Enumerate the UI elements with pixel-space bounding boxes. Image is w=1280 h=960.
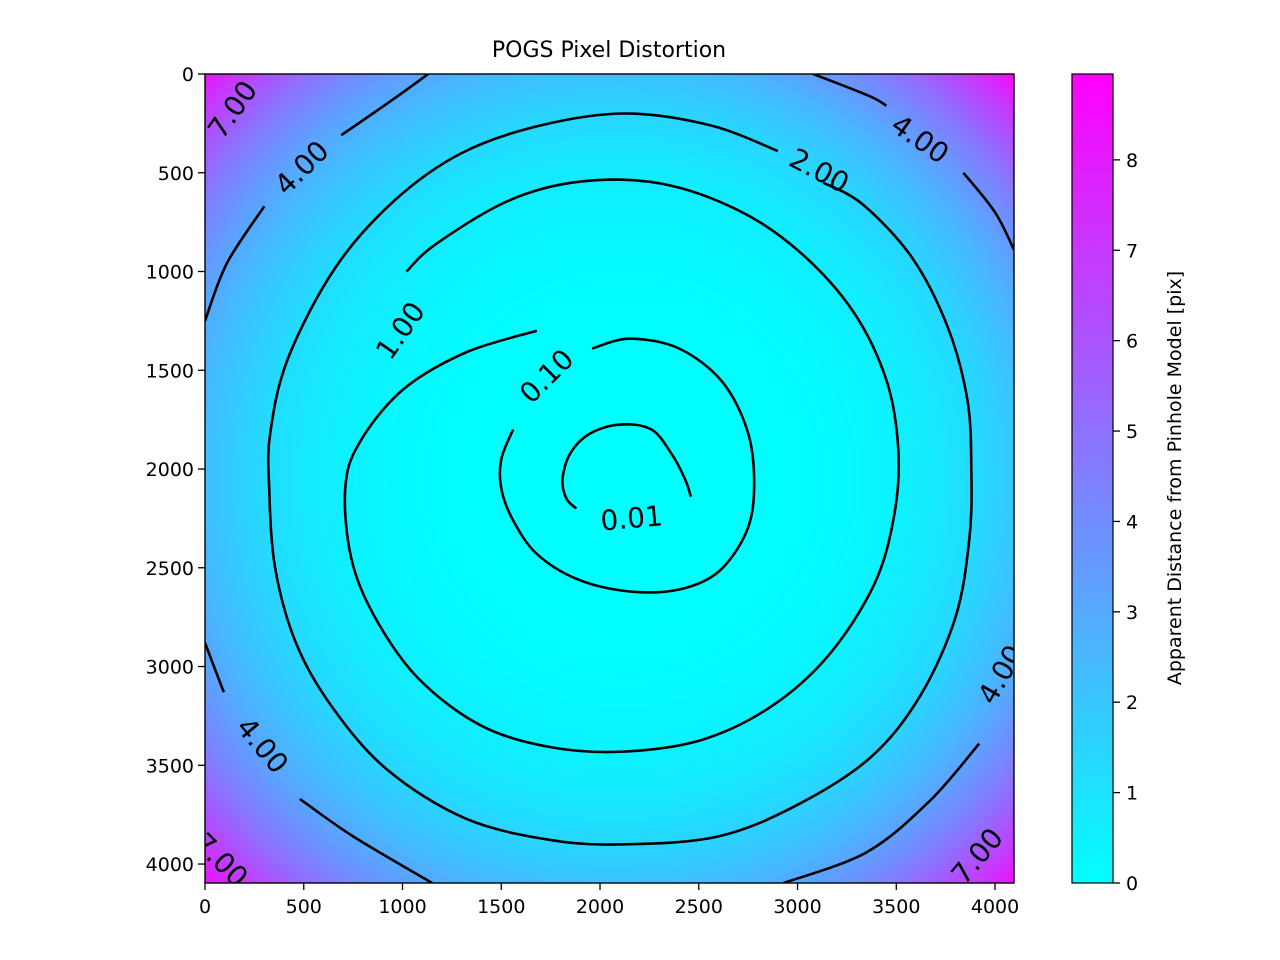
y-tick-label: 1000 (146, 262, 194, 284)
contour-line-0.01 (561, 423, 693, 510)
plot-area: 0.010.101.002.004.00 4.004.004.007.007.00… (204, 73, 1015, 884)
colorbar-gradient (1071, 73, 1114, 884)
colorbar-ticks: 0 1 2 3 4 5 6 7 8 (1113, 150, 1138, 895)
colorbar: 0 1 2 3 4 5 6 7 8 Apparent Distance from Pinhole… (1071, 73, 1186, 895)
x-tick-label: 500 (286, 896, 322, 918)
x-tick-label: 3500 (872, 896, 920, 918)
colorbar-tick-label: 5 (1126, 421, 1138, 443)
colorbar-label: Apparent Distance from Pinhole Model [pi… (1164, 271, 1186, 685)
y-tick-label: 3000 (146, 657, 194, 679)
y-tick-label: 0 (182, 64, 194, 86)
x-tick-label: 1000 (378, 896, 426, 918)
colorbar-tick-label: 4 (1126, 511, 1138, 533)
contour-label: 0.01 (599, 499, 664, 537)
contour-line-4.00 (962, 171, 1014, 251)
contour-line-4.00 (205, 205, 266, 322)
contour-line-4.00 (783, 742, 981, 883)
y-axis: 0 500 1000 1500 2000 2500 3000 3500 4000 (146, 64, 205, 876)
y-tick-label: 2000 (146, 459, 194, 481)
colorbar-tick-label: 8 (1126, 150, 1138, 172)
distortion-heatmap (205, 74, 1014, 883)
colorbar-tick-label: 6 (1126, 331, 1138, 353)
chart-title: POGS Pixel Distortion (492, 38, 726, 63)
contour-line-0.10 (498, 337, 756, 594)
contour-line-2.00 (266, 112, 973, 846)
x-tick-label: 2500 (675, 896, 723, 918)
x-tick-label: 0 (199, 896, 211, 918)
colorbar-tick-label: 1 (1126, 783, 1138, 805)
contour-line-4.00 (299, 797, 433, 883)
x-tick-label: 2000 (576, 896, 624, 918)
colorbar-tick-label: 7 (1126, 240, 1138, 262)
x-tick-label: 1500 (477, 896, 525, 918)
contour-lines (205, 74, 1014, 883)
y-tick-label: 2500 (146, 558, 194, 580)
colorbar-tick-label: 0 (1126, 873, 1138, 895)
x-axis: 0 500 1000 1500 2000 2500 3000 3500 4000 (199, 883, 1019, 918)
x-tick-label: 3000 (773, 896, 821, 918)
colorbar-tick-label: 3 (1126, 602, 1138, 624)
y-tick-label: 500 (158, 163, 194, 185)
contour-line-4.00 (340, 74, 429, 137)
plot-frame (204, 73, 1015, 884)
y-tick-label: 4000 (146, 854, 194, 876)
contour-line-1.00 (343, 178, 901, 754)
contour-line-4.00 (205, 642, 226, 693)
x-tick-label: 4000 (971, 896, 1019, 918)
y-tick-label: 3500 (146, 755, 194, 777)
colorbar-tick-label: 2 (1126, 692, 1138, 714)
y-tick-label: 1500 (146, 360, 194, 382)
contour-line-4.00 (812, 74, 888, 107)
